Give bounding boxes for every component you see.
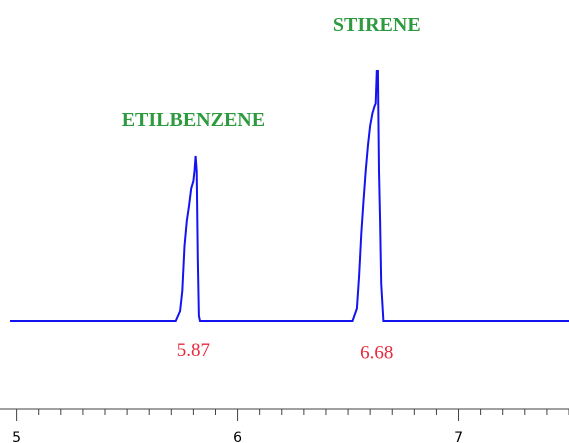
annotations: ETILBENZENE STIRENE 5.87 6.68 xyxy=(122,14,421,364)
x-tick-label: 7 xyxy=(454,430,463,443)
x-tick-label: 5 xyxy=(12,430,21,443)
x-tick-label: 6 xyxy=(233,430,242,443)
x-axis: 5 6 7 xyxy=(0,408,569,443)
retention-time-label: 6.68 xyxy=(360,343,393,364)
chromatogram-trace xyxy=(10,70,569,322)
retention-time-label: 5.87 xyxy=(177,340,210,361)
peak-name-label: ETILBENZENE xyxy=(122,109,265,131)
peak-name-label: STIRENE xyxy=(333,14,421,36)
